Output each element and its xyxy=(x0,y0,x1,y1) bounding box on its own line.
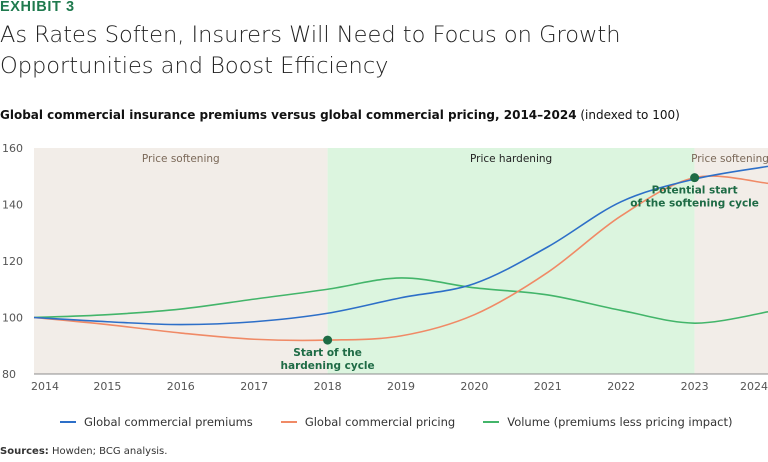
x-tick-label-2022: 2022 xyxy=(607,380,635,393)
y-tick-label-100: 100 xyxy=(2,312,23,325)
region-softening-0 xyxy=(34,148,328,374)
annotation-text-0-0: Start of the xyxy=(293,347,362,359)
x-tick-label-2018: 2018 xyxy=(314,380,342,393)
annotation-text-0-1: hardening cycle xyxy=(281,360,375,372)
legend-label-volume: Volume (premiums less pricing impact) xyxy=(507,415,733,429)
legend-item-pricing: Global commercial pricing xyxy=(280,415,456,429)
annotation-marker-0 xyxy=(323,335,333,345)
legend-swatch-volume xyxy=(483,421,500,423)
legend-label-premiums: Global commercial premiums xyxy=(84,415,253,429)
region-hardening-1 xyxy=(327,148,695,374)
subtitle-main: Global commercial insurance premiums ver… xyxy=(0,108,577,122)
legend-swatch-pricing xyxy=(280,421,297,423)
legend-label-pricing: Global commercial pricing xyxy=(304,415,456,429)
x-tick-label-2024: 2024 xyxy=(740,380,768,393)
background-regions: Price softening Price hardening Price soft… xyxy=(34,148,768,374)
series-line-pricing xyxy=(33,175,768,342)
chart-legend: Global commercial premiums Global commer… xyxy=(60,414,760,430)
x-tick-label-2020: 2020 xyxy=(460,380,488,393)
annotation-text-1-1: of the softening cycle xyxy=(630,198,759,210)
x-tick-label-2014: 2014 xyxy=(31,380,59,393)
subtitle-note: (indexed to 100) xyxy=(580,108,680,122)
series-line-premiums xyxy=(33,165,768,326)
region-softening-2 xyxy=(694,148,768,374)
x-tick-label-2023: 2023 xyxy=(681,380,709,393)
sources-label: Sources: xyxy=(0,446,49,457)
exhibit-label: EXHIBIT 3 xyxy=(0,0,75,15)
chart-subtitle: Global commercial insurance premiums ver… xyxy=(0,108,680,122)
x-tick-label-2017: 2017 xyxy=(240,380,268,393)
y-tick-label-80: 80 xyxy=(2,368,16,381)
sources-note: Sources: Howden; BCG analysis. xyxy=(0,446,167,457)
series-line-volume xyxy=(33,277,768,324)
legend-swatch-premiums xyxy=(60,421,76,423)
legend-item-premiums: Global commercial premiums xyxy=(60,415,253,429)
x-tick-label-2015: 2015 xyxy=(93,380,121,393)
region-label-2: Price softening xyxy=(691,153,768,165)
line-chart: Price softening Price hardening Price soft… xyxy=(2,142,768,393)
chart-title: As Rates Soften, Insurers Will Need to F… xyxy=(0,22,621,79)
tick-labels: 160 140 120 100 80 2014 2015 2016 2017 2018 2019 20… xyxy=(2,142,768,393)
y-tick-label-120: 120 xyxy=(2,255,23,268)
region-label-0: Price softening xyxy=(142,153,220,165)
y-tick-label-140: 140 xyxy=(2,199,23,212)
annotation-marker-1 xyxy=(690,173,700,183)
legend-item-volume: Volume (premiums less pricing impact) xyxy=(483,415,732,429)
y-tick-label-160: 160 xyxy=(2,142,23,155)
region-label-1: Price hardening xyxy=(470,153,552,165)
series-lines xyxy=(33,165,768,342)
x-tick-label-2021: 2021 xyxy=(534,380,562,393)
annotation-text-1-0: Potential start xyxy=(652,185,738,197)
x-tick-label-2016: 2016 xyxy=(167,380,195,393)
x-tick-label-2019: 2019 xyxy=(387,380,415,393)
sources-text: Howden; BCG analysis. xyxy=(51,446,168,457)
